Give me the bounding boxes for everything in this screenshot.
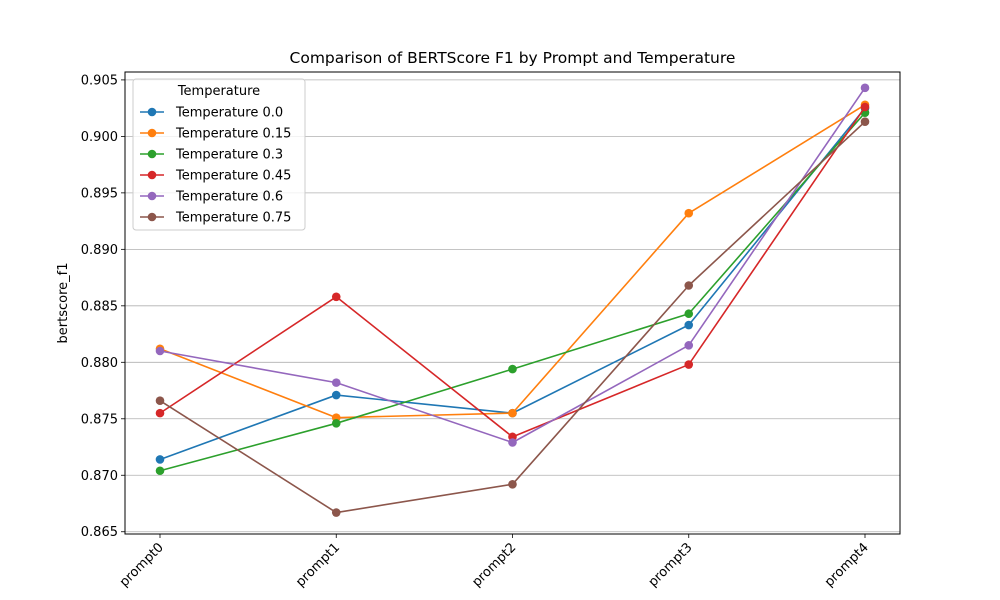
data-point	[156, 396, 165, 405]
data-point	[332, 508, 341, 517]
data-point	[684, 281, 693, 290]
data-point	[508, 480, 517, 489]
x-tick-label: prompt3	[646, 540, 696, 590]
y-tick-label: 0.895	[81, 186, 118, 201]
data-point	[156, 347, 165, 356]
legend-marker	[148, 192, 157, 201]
data-point	[684, 341, 693, 350]
data-point	[156, 466, 165, 475]
legend-marker	[148, 150, 157, 159]
data-point	[508, 438, 517, 447]
legend-title: Temperature	[177, 84, 260, 99]
data-point	[684, 209, 693, 218]
data-point	[332, 419, 341, 428]
data-point	[332, 292, 341, 301]
legend-label: Temperature 0.0	[175, 106, 283, 121]
y-tick-label: 0.865	[81, 525, 118, 540]
legend-label: Temperature 0.3	[175, 148, 283, 163]
y-tick-label: 0.875	[81, 412, 118, 427]
data-point	[332, 378, 341, 387]
legend-label: Temperature 0.45	[175, 169, 291, 184]
x-axis-ticks: prompt0 prompt1 prompt2 prompt3 prompt4	[117, 534, 872, 590]
data-point	[861, 117, 870, 126]
legend-marker	[148, 108, 157, 117]
x-tick-label: prompt1	[293, 540, 343, 590]
y-tick-label: 0.890	[81, 243, 118, 258]
legend-marker	[148, 171, 157, 180]
chart-title: Comparison of BERTScore F1 by Prompt and…	[290, 49, 736, 67]
data-point	[156, 455, 165, 464]
data-point	[508, 409, 517, 418]
legend: Temperature Temperature 0.0 Temperature 0…	[133, 79, 305, 230]
legend-marker	[148, 129, 157, 138]
legend-label: Temperature 0.6	[175, 190, 283, 205]
data-point	[684, 360, 693, 369]
x-tick-label: prompt4	[822, 540, 872, 590]
data-point	[684, 321, 693, 330]
x-tick-label: prompt0	[117, 540, 167, 590]
y-tick-label: 0.900	[81, 130, 118, 145]
y-tick-label: 0.870	[81, 469, 118, 484]
data-point	[332, 391, 341, 400]
data-point	[861, 103, 870, 112]
legend-label: Temperature 0.15	[175, 127, 291, 142]
legend-label: Temperature 0.75	[175, 211, 291, 226]
data-point	[684, 309, 693, 318]
y-axis-label: bertscore_f1	[56, 263, 71, 344]
legend-marker	[148, 213, 157, 222]
data-point	[508, 365, 517, 374]
data-point	[156, 409, 165, 418]
data-point	[861, 84, 870, 93]
y-tick-label: 0.905	[81, 73, 118, 88]
y-tick-label: 0.880	[81, 356, 118, 371]
y-axis-ticks: 0.865 0.870 0.875 0.880 0.885 0.890 0.895 0.900…	[81, 73, 125, 540]
y-tick-label: 0.885	[81, 299, 118, 314]
x-tick-label: prompt2	[469, 540, 519, 590]
